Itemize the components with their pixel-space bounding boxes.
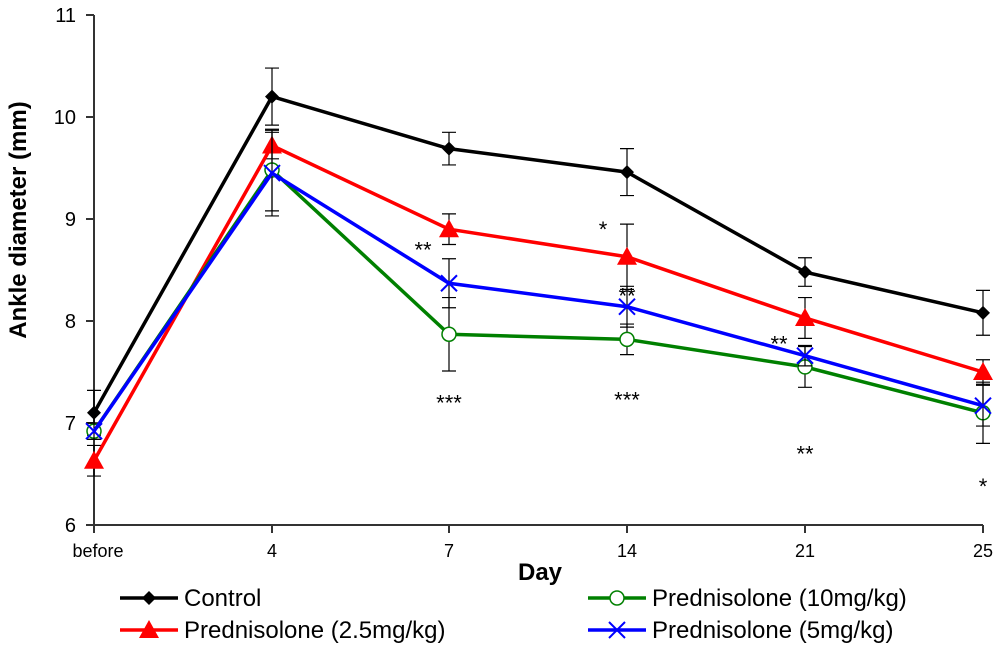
x-marker bbox=[608, 621, 626, 639]
series-prednisolone-5mg-kg- bbox=[85, 129, 992, 440]
y-axis-label: Ankle diameter (mm) bbox=[5, 101, 32, 338]
legend-item: Prednisolone (5mg/kg) bbox=[588, 617, 893, 644]
diamond-marker bbox=[798, 265, 812, 280]
x-tick-label: 21 bbox=[795, 541, 815, 561]
triangle-marker bbox=[139, 620, 159, 638]
y-tick-label: 11 bbox=[55, 5, 76, 27]
significance-annotation: *** bbox=[614, 388, 640, 413]
x-marker bbox=[263, 164, 281, 182]
triangle-marker bbox=[795, 307, 815, 326]
diamond-marker bbox=[142, 591, 156, 605]
significance-annotation: ** bbox=[796, 442, 814, 467]
x-marker bbox=[618, 298, 636, 316]
series-control bbox=[87, 67, 990, 436]
x-tick-label: 7 bbox=[444, 541, 454, 561]
y-tick-label: 10 bbox=[54, 107, 76, 129]
triangle-marker bbox=[439, 219, 459, 238]
diamond-marker bbox=[442, 141, 456, 156]
significance-annotation: ** bbox=[618, 284, 636, 309]
x-tick-label: before bbox=[72, 541, 123, 561]
significance-annotation: ** bbox=[770, 331, 788, 356]
x-tick-label: 4 bbox=[267, 541, 277, 561]
x-marker bbox=[440, 274, 458, 292]
diamond-marker bbox=[620, 165, 634, 180]
diamond-marker bbox=[976, 305, 990, 320]
circle-marker bbox=[441, 326, 457, 343]
series-line bbox=[92, 170, 984, 433]
series-prednisolone-10mg-kg- bbox=[86, 128, 991, 444]
legend-item: Prednisolone (2.5mg/kg) bbox=[120, 617, 445, 644]
series-line bbox=[92, 143, 984, 462]
series-prednisolone-2-5mg-kg- bbox=[84, 131, 993, 477]
triangle-marker bbox=[84, 450, 104, 469]
y-tick-label: 7 bbox=[65, 413, 76, 435]
y-tick-label: 6 bbox=[65, 515, 76, 537]
triangle-marker bbox=[973, 362, 993, 380]
legend-label: Control bbox=[184, 585, 261, 612]
legend-label: Prednisolone (2.5mg/kg) bbox=[184, 617, 445, 644]
x-marker bbox=[796, 346, 814, 365]
x-tick-label: 25 bbox=[973, 541, 993, 561]
circle-marker bbox=[609, 590, 625, 606]
legend-item: Control bbox=[120, 585, 261, 612]
significance-annotation: *** bbox=[436, 391, 462, 416]
x-tick-label: 14 bbox=[617, 541, 637, 561]
x-axis-label: Day bbox=[518, 559, 563, 586]
legend-label: Prednisolone (5mg/kg) bbox=[652, 617, 893, 644]
significance-annotation: * bbox=[599, 217, 608, 242]
series-line bbox=[92, 94, 984, 414]
diamond-marker bbox=[87, 405, 101, 420]
x-marker bbox=[85, 422, 103, 440]
y-tick-label: 9 bbox=[65, 209, 76, 231]
series-line bbox=[92, 167, 984, 433]
significance-annotation: ** bbox=[414, 238, 432, 263]
diamond-marker bbox=[265, 89, 279, 104]
x-marker bbox=[974, 396, 992, 415]
legend-label: Prednisolone (10mg/kg) bbox=[652, 585, 907, 612]
y-tick-label: 8 bbox=[65, 311, 76, 333]
circle-marker bbox=[619, 331, 635, 348]
triangle-marker bbox=[617, 246, 637, 265]
significance-annotation: * bbox=[979, 474, 988, 499]
legend-item: Prednisolone (10mg/kg) bbox=[588, 585, 907, 612]
